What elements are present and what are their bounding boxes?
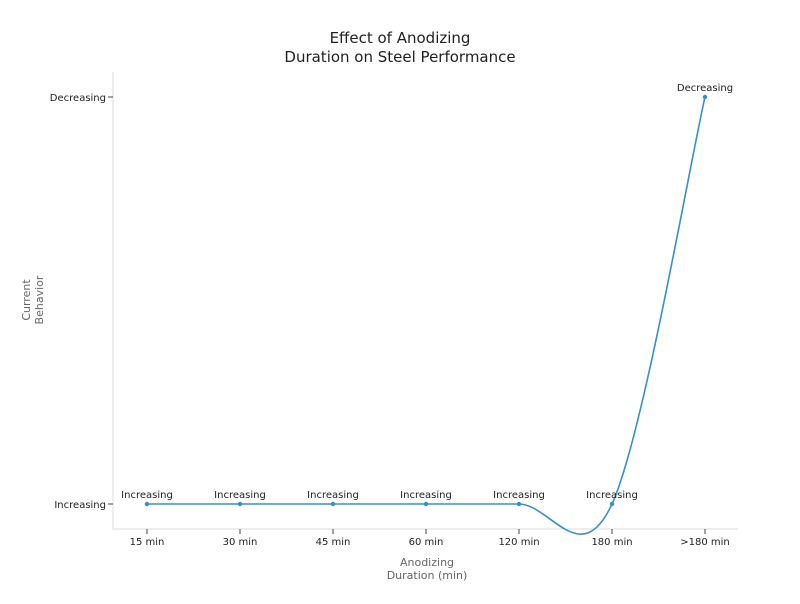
x-tick-label: >180 min (680, 537, 730, 548)
y-axis-label-line-1: Current (20, 279, 33, 321)
y-tick-label: Increasing (54, 500, 106, 511)
data-point (423, 501, 429, 507)
data-label: Decreasing (677, 83, 733, 94)
data-label: Increasing (307, 490, 359, 501)
data-point (609, 501, 615, 507)
data-label: Increasing (493, 490, 545, 501)
chart-title-line-1: Effect of Anodizing (330, 29, 471, 47)
series-line (147, 96, 706, 535)
x-tick-label: 15 min (130, 537, 165, 548)
x-tick-label: 30 min (223, 537, 258, 548)
data-point (330, 501, 336, 507)
x-tick-label: 180 min (591, 537, 632, 548)
x-tick-label: 120 min (498, 537, 539, 548)
x-axis-ticks: 15 min 30 min 45 min 60 min 120 min 180 min >1… (130, 529, 730, 548)
data-label: Increasing (400, 490, 452, 501)
x-axis-label-line-1: Anodizing (400, 556, 454, 569)
data-point (702, 94, 708, 100)
data-point (516, 501, 522, 507)
data-label: Increasing (214, 490, 266, 501)
x-axis-label-line-2: Duration (min) (387, 569, 468, 582)
data-labels: Increasing Increasing Increasing Increasing… (121, 83, 733, 501)
y-axis-label-line-2: Behavior (33, 275, 46, 324)
data-point (144, 501, 150, 507)
data-label: Increasing (121, 490, 173, 501)
x-tick-label: 45 min (316, 537, 351, 548)
y-tick-label: Decreasing (50, 93, 106, 104)
y-axis-ticks: Increasing Decreasing (50, 93, 113, 511)
data-point (237, 501, 243, 507)
x-tick-label: 60 min (409, 537, 444, 548)
chart-title-line-2: Duration on Steel Performance (284, 48, 515, 66)
data-label: Increasing (586, 490, 638, 501)
data-points (144, 94, 708, 507)
